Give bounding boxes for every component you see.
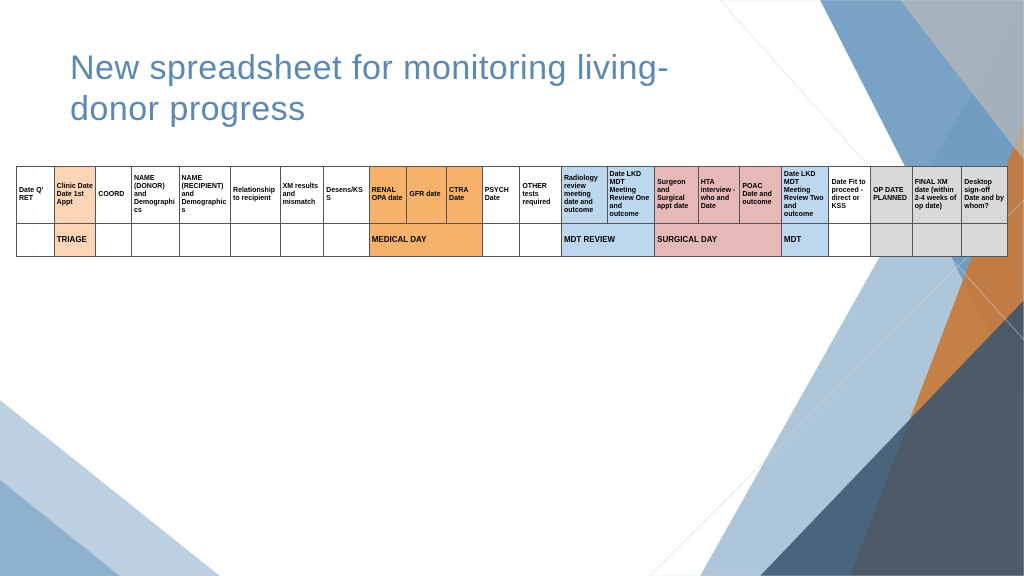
column-header: Date Q' RET [17,167,55,224]
column-header: HTA interview - who and Date [698,167,740,224]
group-label: MDT REVIEW [561,224,654,257]
column-header: OTHER tests required [520,167,562,224]
column-header: Surgeon and Surgical appt date [655,167,699,224]
column-header: PSYCH Date [482,167,520,224]
group-label-empty [324,224,370,257]
column-header: COORD [96,167,132,224]
title-line2: donor progress [70,90,306,128]
group-label-empty [912,224,962,257]
group-label-empty [829,224,871,257]
column-header: Desktop sign-off Date and by whom? [962,167,1008,224]
group-label: TRIAGE [54,224,96,257]
group-label-empty [96,224,132,257]
group-label-empty [280,224,324,257]
group-label-empty [482,224,520,257]
column-header: Date LKD MDT Meeting Review One and outc… [607,167,655,224]
column-header: POAC Date and outcome [740,167,782,224]
column-header: GFR date [407,167,447,224]
spreadsheet-table: Date Q' RETClinic Date Date 1st ApptCOOR… [16,166,1008,257]
group-label-empty [520,224,562,257]
column-header: XM results and mismatch [280,167,324,224]
group-label-empty [231,224,281,257]
column-header: NAME (RECIPIENT) and Demographics [179,167,231,224]
group-label-empty [17,224,55,257]
title-line1: New spreadsheet for monitoring living- [70,49,669,87]
group-label: SURGICAL DAY [655,224,782,257]
column-header: CTRA Date [447,167,483,224]
slide-title: New spreadsheet for monitoring living- d… [70,48,669,130]
group-label-empty [871,224,913,257]
column-header: NAME (DONOR) and Demographics [131,167,179,224]
column-header: Relationship to recipient [231,167,281,224]
column-header: Date Fit to proceed - direct or KSS [829,167,871,224]
column-header: Date LKD MDT Meeting Review Two and outc… [781,167,829,224]
column-header: Radiology review meeting date and outcom… [561,167,607,224]
group-label-empty [962,224,1008,257]
column-header: Desens/KSS [324,167,370,224]
column-header: FINAL XM date (within 2-4 weeks of op da… [912,167,962,224]
group-label-empty [131,224,179,257]
group-label: MEDICAL DAY [369,224,482,257]
column-header: OP DATE PLANNED [871,167,913,224]
column-header: RENAL OPA date [369,167,407,224]
column-header: Clinic Date Date 1st Appt [54,167,96,224]
group-label-empty [179,224,231,257]
group-label: MDT [781,224,829,257]
